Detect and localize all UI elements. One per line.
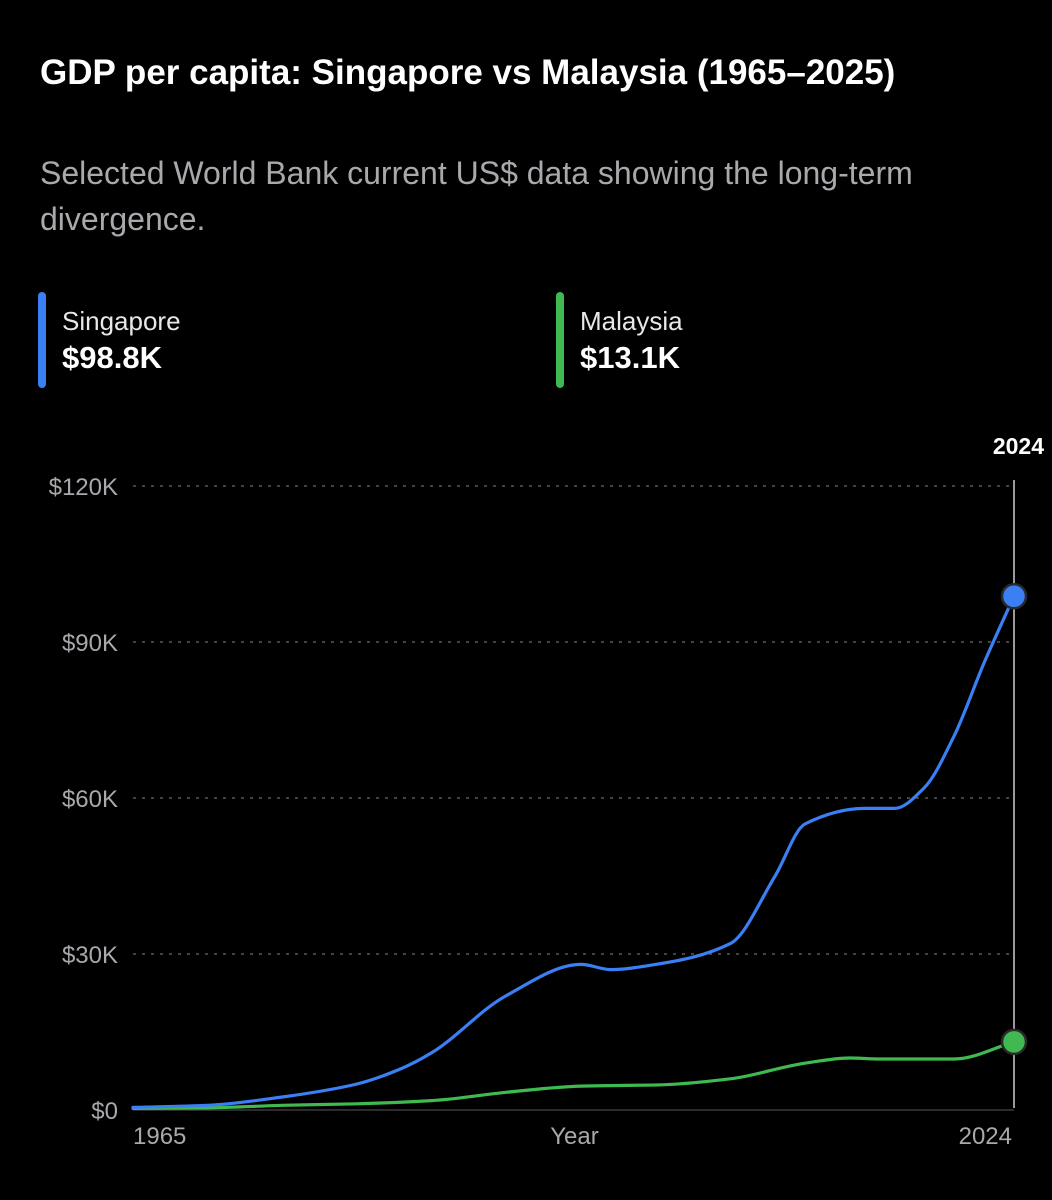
legend-swatch-singapore: [38, 292, 46, 388]
legend-name-singapore: Singapore: [62, 306, 181, 336]
y-tick-label: $90K: [62, 630, 118, 657]
end-marker-singapore: [1000, 582, 1028, 610]
chart-title: GDP per capita: Singapore vs Malaysia (1…: [40, 53, 896, 92]
y-tick-label: $0: [91, 1098, 118, 1125]
chart-subtitle: Selected World Bank current US$ data sho…: [40, 155, 913, 237]
series-line-singapore: [131, 594, 1016, 1109]
end-marker-malaysia: [1000, 1028, 1028, 1056]
legend-swatch-malaysia: [556, 292, 564, 388]
y-tick-label: $30K: [62, 942, 118, 969]
y-tick-label: $120K: [49, 474, 118, 501]
legend-value-singapore: $98.8K: [62, 340, 162, 375]
highlight-label: 2024: [993, 433, 1044, 459]
x-axis-title: Year: [550, 1123, 599, 1150]
legend-name-malaysia: Malaysia: [580, 306, 683, 336]
y-tick-label: $60K: [62, 786, 118, 813]
line-chart[interactable]: $0 $30K $60K $90K $120K 1965 2024 Year 2024: [0, 420, 1052, 1180]
series-line-malaysia: [131, 1040, 1016, 1110]
legend-value-malaysia: $13.1K: [580, 340, 680, 375]
x-tick-label: 2024: [959, 1123, 1012, 1150]
x-tick-label: 1965: [133, 1123, 186, 1150]
